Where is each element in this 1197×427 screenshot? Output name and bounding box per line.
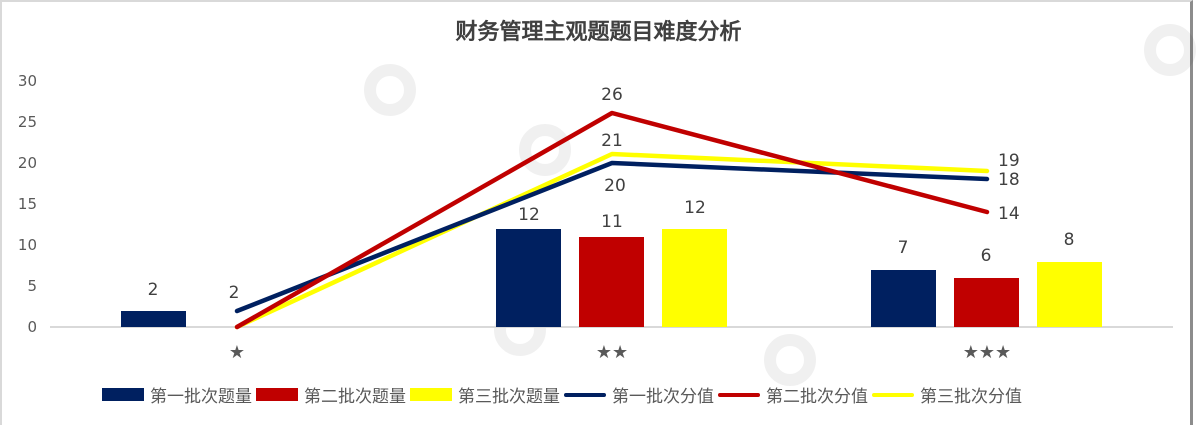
data-label: 11 [601, 212, 623, 232]
watermark-logo [364, 24, 1196, 386]
legend-label: 第三批次分值 [920, 387, 1022, 407]
data-label: 21 [601, 131, 623, 151]
legend-label: 第二批次分值 [766, 387, 868, 407]
legend-item-batch3-count[interactable]: 第三批次题量 [410, 382, 560, 407]
bar-batch1-cat3 [871, 270, 936, 327]
data-label: 2 [229, 283, 240, 303]
bar-batch1-cat1 [121, 311, 186, 327]
line-swatch-icon [872, 392, 914, 397]
data-label: 7 [898, 238, 909, 258]
y-tick: 30 [18, 72, 37, 90]
legend-item-batch2-score[interactable]: 第二批次分值 [718, 382, 868, 407]
y-tick: 20 [18, 154, 37, 172]
line-swatch-icon [718, 392, 760, 397]
line-series [234, 110, 990, 330]
chart-legend: 第一批次题量 第二批次题量 第三批次题量 第一批次分值 第二批次分值 第三批次分… [102, 382, 1026, 407]
data-label: 18 [998, 170, 1020, 190]
data-label: 19 [998, 151, 1020, 171]
data-label: 8 [1064, 230, 1075, 250]
y-tick: 15 [18, 195, 37, 213]
bar-batch3-cat3 [1037, 262, 1102, 327]
y-tick: 0 [27, 318, 37, 336]
data-label: 12 [684, 198, 706, 218]
legend-label: 第三批次题量 [458, 387, 560, 407]
bar-swatch-icon [256, 388, 298, 401]
bar-swatch-icon [102, 388, 144, 401]
data-label: 6 [981, 246, 992, 266]
line-batch2-score [234, 110, 990, 330]
y-tick: 25 [18, 113, 37, 131]
line-batch1-score [234, 160, 990, 314]
data-label: 2 [148, 280, 159, 300]
bar-series [121, 229, 1102, 327]
bar-swatch-icon [410, 388, 452, 401]
x-tick-label: ★★ [596, 342, 628, 363]
data-labels: 2 2 12 11 12 26 21 20 7 6 8 19 18 14 [148, 85, 1075, 303]
legend-item-batch1-score[interactable]: 第一批次分值 [564, 382, 714, 407]
line-swatch-icon [564, 392, 606, 397]
data-label: 14 [998, 204, 1020, 224]
x-tick-label: ★ [229, 342, 245, 363]
y-tick: 10 [18, 236, 37, 254]
x-axis-labels: ★ ★★ ★★★ [229, 342, 1011, 363]
legend-item-batch3-score[interactable]: 第三批次分值 [872, 382, 1022, 407]
data-label: 26 [601, 85, 623, 105]
legend-label: 第二批次题量 [304, 387, 406, 407]
x-tick-label: ★★★ [963, 342, 1011, 363]
legend-item-batch1-count[interactable]: 第一批次题量 [102, 382, 252, 407]
legend-label: 第一批次题量 [150, 387, 252, 407]
data-label: 20 [604, 176, 626, 196]
data-label: 12 [518, 205, 540, 225]
legend-label: 第一批次分值 [612, 387, 714, 407]
line-batch3-score [234, 151, 990, 330]
bar-batch2-cat2 [579, 237, 644, 327]
y-axis: 30 25 20 15 10 5 0 [18, 72, 37, 336]
bar-batch2-cat3 [954, 278, 1019, 327]
bar-batch1-cat2 [496, 229, 561, 327]
y-tick: 5 [27, 277, 37, 295]
bar-batch3-cat2 [662, 229, 727, 327]
chart-title: 财务管理主观题题目难度分析 [455, 20, 742, 45]
legend-item-batch2-count[interactable]: 第二批次题量 [256, 382, 406, 407]
